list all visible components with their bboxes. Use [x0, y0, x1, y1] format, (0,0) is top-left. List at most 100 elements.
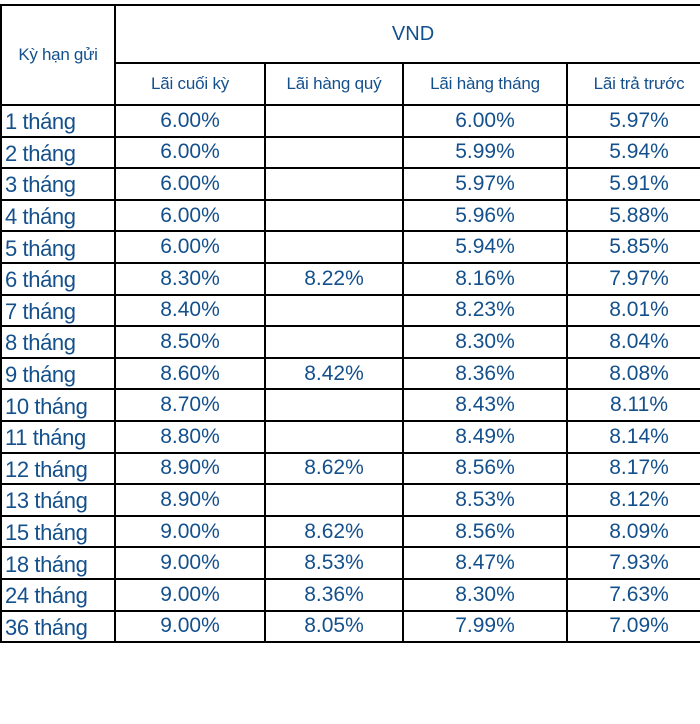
prepaid-rate-cell: 8.12%	[565, 483, 700, 517]
term-cell: 12 tháng	[0, 451, 116, 486]
monthly-rate-cell: 8.56%	[402, 514, 568, 549]
quarterly-rate-cell	[264, 135, 404, 170]
quarterly-rate-cell: 8.22%	[264, 261, 404, 296]
end-of-term-rate-cell: 8.90%	[114, 451, 266, 486]
prepaid-rate-cell: 5.85%	[565, 230, 700, 264]
monthly-rate-cell: 8.49%	[402, 419, 568, 454]
prepaid-rate-cell: 5.88%	[565, 198, 700, 233]
quarterly-rate-cell	[264, 293, 404, 328]
table-row: 24 tháng 9.00% 8.36% 8.30% 7.63%	[0, 577, 700, 612]
prepaid-rate-cell: 8.01%	[565, 293, 700, 328]
term-cell: 10 tháng	[0, 388, 116, 422]
term-cell: 24 tháng	[0, 577, 116, 612]
term-cell: 5 tháng	[0, 230, 116, 264]
end-of-term-rate-cell: 8.50%	[114, 325, 266, 359]
end-of-term-rate-cell: 8.40%	[114, 293, 266, 328]
term-cell: 4 tháng	[0, 198, 116, 233]
end-of-term-rate-cell: 9.00%	[114, 546, 266, 580]
table-row: 15 tháng 9.00% 8.62% 8.56% 8.09%	[0, 514, 700, 549]
table-row: 13 tháng 8.90% 8.53% 8.12%	[0, 483, 700, 517]
quarterly-rate-cell: 8.62%	[264, 451, 404, 486]
monthly-interest-header: Lãi hàng tháng	[402, 62, 568, 106]
table-row: 7 tháng 8.40% 8.23% 8.01%	[0, 293, 700, 328]
interest-rate-table: Kỳ hạn gửi VND Lãi cuối kỳ Lãi hàng quý …	[0, 4, 700, 644]
end-of-term-interest-header: Lãi cuối kỳ	[114, 62, 266, 106]
prepaid-rate-cell: 7.09%	[565, 609, 700, 644]
monthly-rate-cell: 8.56%	[402, 451, 568, 486]
term-cell: 3 tháng	[0, 167, 116, 201]
quarterly-rate-cell: 8.05%	[264, 609, 404, 644]
end-of-term-rate-cell: 6.00%	[114, 104, 266, 138]
term-cell: 36 tháng	[0, 609, 116, 644]
table-row: 18 tháng 9.00% 8.53% 8.47% 7.93%	[0, 546, 700, 580]
prepaid-rate-cell: 8.11%	[565, 388, 700, 422]
prepaid-interest-header: Lãi trả trước	[565, 62, 700, 106]
end-of-term-rate-cell: 6.00%	[114, 230, 266, 264]
prepaid-rate-cell: 8.17%	[565, 451, 700, 486]
end-of-term-rate-cell: 8.60%	[114, 356, 266, 391]
monthly-rate-cell: 5.96%	[402, 198, 568, 233]
prepaid-rate-cell: 7.63%	[565, 577, 700, 612]
term-cell: 8 tháng	[0, 325, 116, 359]
term-column-header: Kỳ hạn gửi	[0, 4, 116, 106]
monthly-rate-cell: 5.94%	[402, 230, 568, 264]
prepaid-rate-cell: 5.94%	[565, 135, 700, 170]
end-of-term-rate-cell: 8.30%	[114, 261, 266, 296]
quarterly-rate-cell	[264, 388, 404, 422]
end-of-term-rate-cell: 9.00%	[114, 514, 266, 549]
rate-rows: 1 tháng 6.00% 6.00% 5.97% 2 tháng 6.00% 5.99% 5…	[0, 104, 700, 644]
table-row: 1 tháng 6.00% 6.00% 5.97%	[0, 104, 700, 138]
quarterly-rate-cell	[264, 104, 404, 138]
term-cell: 2 tháng	[0, 135, 116, 170]
term-cell: 13 tháng	[0, 483, 116, 517]
prepaid-rate-cell: 8.09%	[565, 514, 700, 549]
monthly-rate-cell: 8.47%	[402, 546, 568, 580]
table-row: 2 tháng 6.00% 5.99% 5.94%	[0, 135, 700, 170]
prepaid-rate-cell: 7.93%	[565, 546, 700, 580]
end-of-term-rate-cell: 8.70%	[114, 388, 266, 422]
monthly-rate-cell: 8.53%	[402, 483, 568, 517]
quarterly-rate-cell: 8.42%	[264, 356, 404, 391]
quarterly-rate-cell	[264, 167, 404, 201]
term-cell: 18 tháng	[0, 546, 116, 580]
end-of-term-rate-cell: 6.00%	[114, 135, 266, 170]
quarterly-rate-cell	[264, 483, 404, 517]
quarterly-rate-cell: 8.62%	[264, 514, 404, 549]
prepaid-rate-cell: 8.04%	[565, 325, 700, 359]
term-cell: 9 tháng	[0, 356, 116, 391]
end-of-term-rate-cell: 6.00%	[114, 198, 266, 233]
prepaid-rate-cell: 5.97%	[565, 104, 700, 138]
quarterly-rate-cell	[264, 230, 404, 264]
term-cell: 6 tháng	[0, 261, 116, 296]
monthly-rate-cell: 5.97%	[402, 167, 568, 201]
prepaid-rate-cell: 8.08%	[565, 356, 700, 391]
table-row: 8 tháng 8.50% 8.30% 8.04%	[0, 325, 700, 359]
table-row: 36 tháng 9.00% 8.05% 7.99% 7.09%	[0, 609, 700, 644]
table-row: 11 tháng 8.80% 8.49% 8.14%	[0, 419, 700, 454]
quarterly-rate-cell: 8.36%	[264, 577, 404, 612]
currency-header: VND	[113, 4, 700, 64]
term-cell: 15 tháng	[0, 514, 116, 549]
end-of-term-rate-cell: 6.00%	[114, 167, 266, 201]
end-of-term-rate-cell: 9.00%	[114, 577, 266, 612]
term-cell: 7 tháng	[0, 293, 116, 328]
table-row: 3 tháng 6.00% 5.97% 5.91%	[0, 167, 700, 201]
prepaid-rate-cell: 7.97%	[565, 261, 700, 296]
header-row-currency: Kỳ hạn gửi VND	[0, 4, 700, 106]
monthly-rate-cell: 8.30%	[402, 577, 568, 612]
end-of-term-rate-cell: 8.80%	[114, 419, 266, 454]
quarterly-rate-cell	[264, 198, 404, 233]
monthly-rate-cell: 5.99%	[402, 135, 568, 170]
quarterly-rate-cell	[264, 325, 404, 359]
term-cell: 11 tháng	[0, 419, 116, 454]
end-of-term-rate-cell: 9.00%	[114, 609, 266, 644]
table-row: 6 tháng 8.30% 8.22% 8.16% 7.97%	[0, 261, 700, 296]
quarterly-interest-header: Lãi hàng quý	[264, 62, 404, 106]
quarterly-rate-cell: 8.53%	[264, 546, 404, 580]
prepaid-rate-cell: 8.14%	[565, 419, 700, 454]
table-row: 5 tháng 6.00% 5.94% 5.85%	[0, 230, 700, 264]
monthly-rate-cell: 8.30%	[402, 325, 568, 359]
table-row: 9 tháng 8.60% 8.42% 8.36% 8.08%	[0, 356, 700, 391]
table-row: 10 tháng 8.70% 8.43% 8.11%	[0, 388, 700, 422]
